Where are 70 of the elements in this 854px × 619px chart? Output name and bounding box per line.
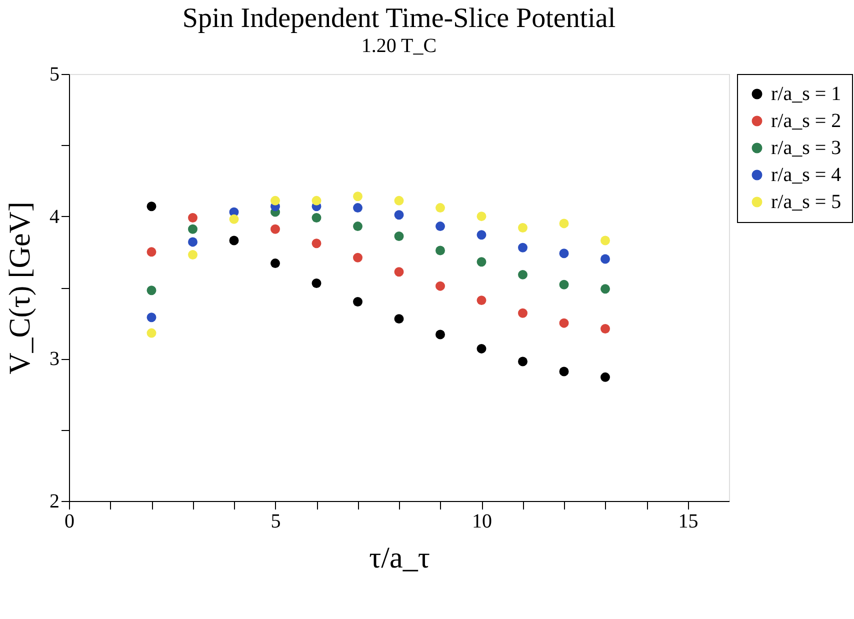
point — [476, 212, 486, 222]
point — [559, 248, 569, 258]
y-axis-title: V_C(τ) [GeV] — [4, 202, 36, 374]
point — [476, 296, 486, 306]
point — [270, 258, 280, 268]
legend-label: r/a_s = 4 — [771, 164, 842, 186]
legend-label: r/a_s = 2 — [771, 110, 842, 132]
point — [476, 344, 486, 354]
point — [394, 210, 404, 220]
point — [188, 237, 198, 247]
point — [312, 213, 322, 222]
point — [436, 246, 445, 256]
point — [353, 297, 362, 306]
point — [146, 286, 156, 296]
point — [476, 230, 486, 240]
x-tick-label: 0 — [64, 510, 74, 532]
point — [394, 232, 404, 241]
point — [353, 203, 362, 213]
legend-label: r/a_s = 5 — [771, 191, 842, 213]
point — [559, 280, 569, 290]
point — [518, 242, 528, 252]
point — [353, 222, 362, 232]
chart-title: Spin Independent Time-Slice Potential — [182, 3, 616, 34]
point — [436, 330, 445, 340]
y-tick-label: 4 — [50, 206, 60, 228]
point — [518, 356, 528, 366]
y-tick-label: 2 — [50, 490, 60, 512]
x-axis-title: τ/a_τ — [369, 542, 430, 574]
point — [188, 213, 198, 222]
point — [394, 314, 404, 324]
point — [600, 324, 610, 334]
point — [270, 224, 280, 234]
point — [436, 203, 445, 213]
point — [476, 257, 486, 267]
point — [312, 238, 322, 248]
y-tick-label: 5 — [50, 64, 60, 86]
point — [436, 281, 445, 291]
point — [188, 250, 198, 260]
point — [188, 224, 198, 234]
point — [146, 247, 156, 257]
point — [270, 196, 280, 206]
point — [518, 222, 528, 232]
legend-label: r/a_s = 3 — [771, 137, 842, 159]
point — [600, 284, 610, 294]
x-tick-label: 5 — [270, 510, 281, 532]
point — [229, 236, 239, 246]
chart-subtitle: 1.20 T_C — [361, 35, 437, 57]
legend-label: r/a_s = 1 — [771, 83, 842, 105]
point — [600, 372, 610, 382]
point — [436, 222, 445, 232]
point — [394, 196, 404, 206]
point — [353, 252, 362, 262]
point — [559, 218, 569, 228]
point — [518, 308, 528, 318]
point — [229, 214, 239, 224]
point — [353, 192, 362, 202]
point — [559, 366, 569, 376]
point — [559, 318, 569, 328]
point — [146, 328, 156, 338]
point — [518, 270, 528, 280]
point — [600, 236, 610, 246]
point — [312, 278, 322, 288]
y-tick-label: 3 — [50, 348, 60, 370]
x-tick-label: 15 — [678, 510, 698, 532]
point — [146, 312, 156, 322]
point — [312, 196, 322, 206]
point — [394, 267, 404, 277]
point — [146, 202, 156, 212]
point — [600, 254, 610, 264]
x-tick-label: 10 — [472, 510, 492, 532]
